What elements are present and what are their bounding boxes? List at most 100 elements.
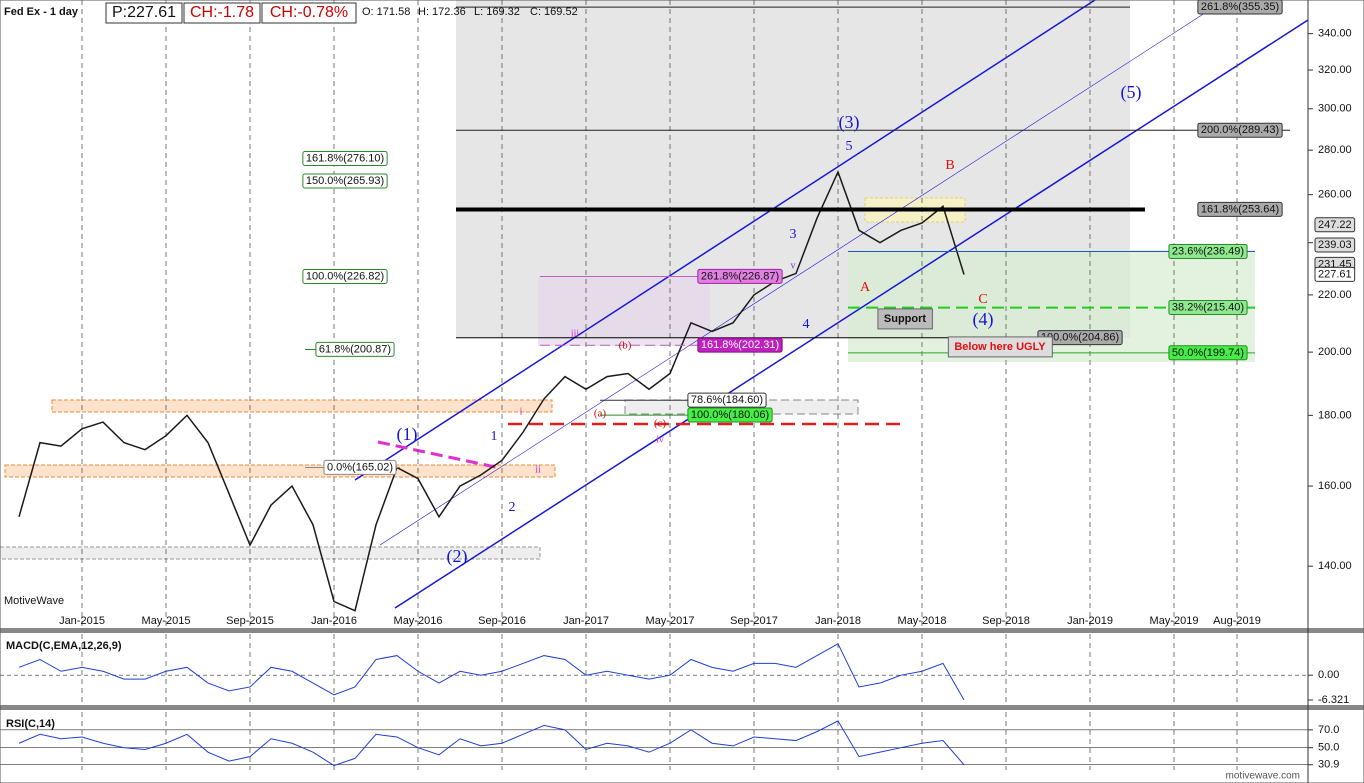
label-box — [302, 268, 388, 284]
price: P:227.61 — [112, 4, 176, 21]
label-box — [302, 173, 388, 189]
label-box — [1168, 243, 1248, 259]
channel-lower — [394, 19, 1309, 609]
watermark: MotiveWave — [4, 595, 64, 607]
fib-label: 23.6%(236.49) — [1172, 245, 1244, 257]
fib-label: 50.0%(199.74) — [1172, 347, 1244, 359]
y-tick-label: 200.00 — [1318, 346, 1352, 358]
fib-label: 200.0%(289.43) — [1201, 124, 1279, 136]
fib-label: 261.8%(226.87) — [701, 270, 779, 282]
label-box — [1314, 237, 1356, 253]
high: H: 172.36 — [418, 6, 466, 18]
label-box — [687, 392, 767, 408]
change-box — [183, 2, 261, 24]
wave-label: 5 — [846, 139, 853, 154]
wave-label: (4) — [973, 309, 994, 330]
y-tick-label: 300.00 — [1318, 103, 1352, 115]
x-tick-label: Jan-2015 — [59, 615, 105, 627]
x-tick-label: May-2016 — [394, 615, 443, 627]
y-tick-label: 70.0 — [1318, 724, 1339, 736]
annotation-box — [877, 308, 933, 330]
y-tick-label: 50.0 — [1318, 742, 1339, 754]
fib-label: 100.0%(180.06) — [691, 409, 769, 421]
change-pct: CH:-0.78% — [270, 4, 348, 21]
price-tag: 247.22 — [1318, 219, 1352, 231]
wave-label: iv — [656, 434, 664, 445]
resistance-zone — [51, 399, 553, 413]
chart-title: Fed Ex - 1 day — [4, 6, 79, 18]
label-box — [1314, 217, 1356, 233]
wave-label: A — [860, 280, 871, 295]
fib-label: 150.0%(265.93) — [306, 175, 384, 187]
x-tick-label: Sep-2016 — [478, 615, 526, 627]
label-box — [315, 341, 395, 357]
data-line — [18, 643, 965, 701]
label-box — [1197, 122, 1283, 138]
fib-label: 161.8%(202.31) — [701, 339, 779, 351]
data-line — [18, 170, 965, 612]
label-box — [302, 150, 388, 166]
low: L: 169.32 — [474, 6, 520, 18]
y-tick-label: 30.9 — [1318, 759, 1339, 771]
wave-label: B — [945, 158, 954, 173]
y-tick-label: -6.321 — [1318, 694, 1349, 706]
change: CH:-1.78 — [190, 4, 254, 21]
channel-mid — [379, 1, 1223, 546]
panel-divider — [0, 705, 1364, 710]
x-tick-label: Jan-2019 — [1067, 615, 1113, 627]
y-tick-label: 180.00 — [1318, 409, 1352, 421]
low-zone — [0, 546, 541, 560]
wave-label: v — [791, 260, 796, 271]
x-tick-label: May-2019 — [1150, 615, 1199, 627]
wave-label: (2) — [447, 546, 468, 567]
wave-label: (1) — [397, 424, 418, 445]
x-tick-label: Jan-2016 — [311, 615, 357, 627]
x-tick-label: May-2017 — [646, 615, 695, 627]
wave-zone — [538, 276, 710, 346]
y-tick-label: 160.00 — [1318, 480, 1352, 492]
fib-label: 261.8%(355.35) — [1201, 1, 1279, 13]
label-box — [1314, 266, 1356, 282]
channel-upper — [354, 0, 1096, 481]
y-tick-label: 280.00 — [1318, 144, 1352, 156]
wave-label: 3 — [790, 227, 797, 242]
wave-label: 2 — [509, 500, 516, 515]
close: C: 169.52 — [530, 6, 578, 18]
fib-label: 100.0%(204.86) — [1041, 332, 1119, 344]
annotation-box — [947, 336, 1053, 358]
wave-label: iii — [571, 328, 580, 339]
annotation: Support — [884, 313, 926, 325]
panel-title: RSI(C,14) — [6, 718, 55, 730]
y-tick-label: 260.00 — [1318, 189, 1352, 201]
label-box — [687, 407, 773, 423]
price-box — [105, 2, 183, 24]
y-tick-label: 220.00 — [1318, 289, 1352, 301]
fib-label: 38.2%(215.40) — [1172, 302, 1244, 314]
label-box — [1168, 345, 1248, 361]
price-tag: 239.03 — [1318, 239, 1352, 251]
plot-layer: Jan-2015 May-2015 Sep-2015 Jan-2016 May-2016… — [0, 0, 1356, 771]
x-tick-label: Sep-2015 — [226, 615, 274, 627]
wave-label: (5) — [1121, 82, 1142, 103]
label-box — [1197, 201, 1283, 217]
fib-label: 161.8%(276.10) — [306, 152, 384, 164]
y-tick-label: 0.00 — [1318, 669, 1339, 681]
price-tag: 227.61 — [1318, 268, 1352, 280]
x-tick-label: May-2015 — [142, 615, 191, 627]
x-tick-label: Aug-2019 — [1213, 615, 1261, 627]
data-line — [18, 720, 965, 767]
panel-divider — [0, 628, 1364, 633]
x-tick-label: Jan-2017 — [563, 615, 609, 627]
wave-label: 4 — [803, 317, 810, 332]
label-box — [697, 337, 783, 353]
footer: motivewave.com — [1226, 771, 1300, 782]
wave-label: (3) — [839, 112, 860, 133]
x-tick-label: Sep-2018 — [982, 615, 1030, 627]
x-tick-label: Sep-2017 — [730, 615, 778, 627]
wave-label: 1 — [491, 429, 498, 444]
label-box — [1168, 300, 1248, 316]
annotation: Below here UGLY — [954, 341, 1046, 353]
fib-label: 100.0%(226.82) — [306, 270, 384, 282]
support-zone — [4, 464, 556, 478]
